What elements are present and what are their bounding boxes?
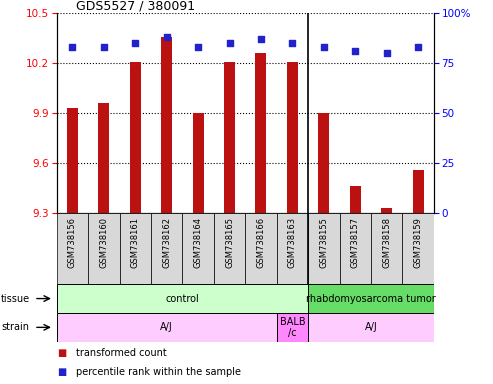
Text: transformed count: transformed count <box>76 348 167 358</box>
Text: GDS5527 / 380091: GDS5527 / 380091 <box>75 0 195 12</box>
Text: GSM738159: GSM738159 <box>414 217 423 268</box>
Bar <box>67 108 78 213</box>
Bar <box>413 170 423 213</box>
Point <box>352 48 359 55</box>
Text: A/J: A/J <box>160 322 173 333</box>
Text: GSM738155: GSM738155 <box>319 217 328 268</box>
Bar <box>308 284 434 313</box>
Text: GSM738164: GSM738164 <box>194 217 203 268</box>
Bar <box>308 313 434 342</box>
Text: GSM738162: GSM738162 <box>162 217 171 268</box>
Bar <box>214 213 246 284</box>
Bar <box>277 313 308 342</box>
Point <box>163 34 171 40</box>
Point <box>383 50 390 56</box>
Text: ■: ■ <box>57 367 66 377</box>
Text: GSM738161: GSM738161 <box>131 217 140 268</box>
Text: BALB
/c: BALB /c <box>280 316 305 338</box>
Bar <box>318 113 329 213</box>
Bar <box>193 113 204 213</box>
Bar <box>119 213 151 284</box>
Bar <box>130 62 141 213</box>
Bar <box>308 213 340 284</box>
Text: ■: ■ <box>57 348 66 358</box>
Text: GSM738157: GSM738157 <box>351 217 360 268</box>
Point <box>414 44 422 50</box>
Text: control: control <box>166 293 199 304</box>
Point <box>100 44 108 50</box>
Text: GSM738158: GSM738158 <box>382 217 391 268</box>
Point <box>226 40 234 46</box>
Bar <box>57 313 277 342</box>
Bar <box>371 213 402 284</box>
Text: GSM738165: GSM738165 <box>225 217 234 268</box>
Bar <box>350 187 361 213</box>
Bar <box>402 213 434 284</box>
Bar <box>98 103 109 213</box>
Text: strain: strain <box>1 322 29 333</box>
Bar <box>381 208 392 213</box>
Point <box>69 44 76 50</box>
Point <box>194 44 202 50</box>
Text: A/J: A/J <box>365 322 377 333</box>
Bar <box>340 213 371 284</box>
Text: GSM738156: GSM738156 <box>68 217 77 268</box>
Bar <box>182 213 214 284</box>
Point <box>288 40 296 46</box>
Bar <box>277 213 308 284</box>
Point <box>131 40 139 46</box>
Point <box>320 44 328 50</box>
Text: rhabdomyosarcoma tumor: rhabdomyosarcoma tumor <box>306 293 436 304</box>
Bar <box>245 213 277 284</box>
Text: GSM738166: GSM738166 <box>256 217 266 268</box>
Point <box>257 36 265 43</box>
Text: GSM738160: GSM738160 <box>99 217 108 268</box>
Bar <box>57 213 88 284</box>
Text: tissue: tissue <box>1 293 30 304</box>
Bar <box>151 213 182 284</box>
Bar <box>287 62 298 213</box>
Bar <box>57 284 308 313</box>
Text: GSM738163: GSM738163 <box>288 217 297 268</box>
Bar <box>161 37 172 213</box>
Text: percentile rank within the sample: percentile rank within the sample <box>76 367 242 377</box>
Bar <box>224 62 235 213</box>
Bar <box>255 53 267 213</box>
Bar <box>88 213 119 284</box>
